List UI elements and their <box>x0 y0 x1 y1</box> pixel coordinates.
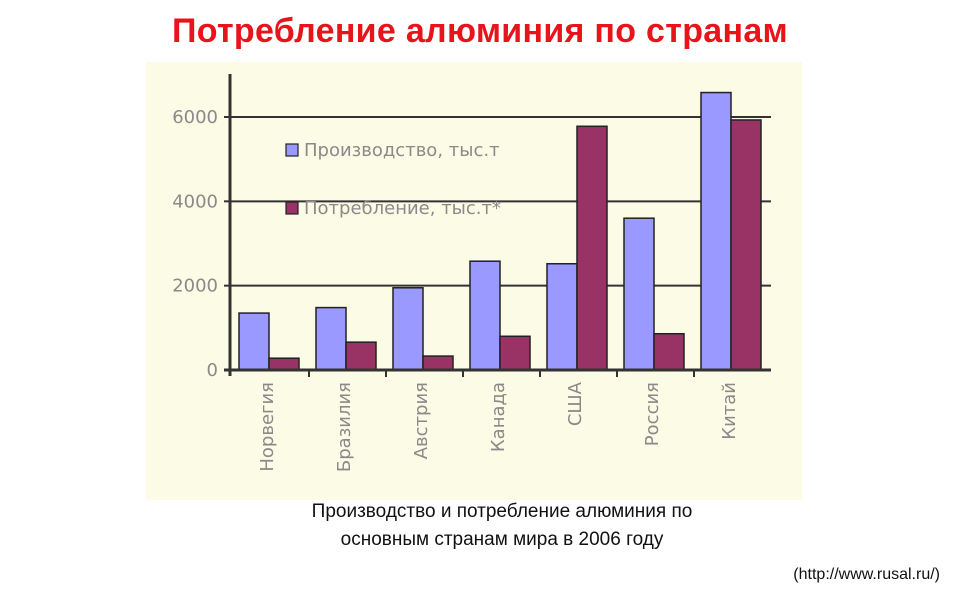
caption-line-1: Производство и потребление алюминия по <box>311 501 693 522</box>
legend-swatch-consumption <box>285 201 299 215</box>
legend: Производство, тыс.т Потребление, тыс.т* <box>285 140 501 219</box>
bar-production-1 <box>315 306 347 371</box>
category-label-4: США <box>565 381 586 426</box>
bar-consumption-1 <box>345 341 377 371</box>
bar-production-5 <box>623 217 655 371</box>
bars <box>238 91 762 371</box>
bar-consumption-6 <box>730 119 762 371</box>
category-label-2: Австрия <box>411 382 432 459</box>
y-tick-label-4000: 4000 <box>172 191 218 212</box>
category-label-0: Норвегия <box>257 382 278 472</box>
bar-consumption-2 <box>422 355 454 371</box>
bar-production-6 <box>700 91 732 371</box>
chart-caption: Производство и потребление алюминия по о… <box>200 498 804 554</box>
bar-production-3 <box>469 260 501 371</box>
legend-label-consumption: Потребление, тыс.т* <box>304 198 501 219</box>
category-label-3: Канада <box>488 382 509 452</box>
category-label-6: Китай <box>719 382 740 440</box>
y-tick-label-6000: 6000 <box>172 107 218 128</box>
y-tick-label-2000: 2000 <box>172 276 218 297</box>
bar-consumption-3 <box>499 335 531 371</box>
legend-swatch-production <box>285 143 299 157</box>
bar-consumption-5 <box>653 332 685 371</box>
legend-label-production: Производство, тыс.т <box>304 140 500 161</box>
bar-chart: 0 2000 4000 6000 Норвегия Бразилия Австрия Кан… <box>172 74 771 472</box>
slide-title: Потребление алюминия по странам <box>171 12 788 50</box>
bar-consumption-0 <box>268 357 300 371</box>
y-tick-label-0: 0 <box>207 360 218 381</box>
bar-production-4 <box>546 262 578 371</box>
bar-consumption-4 <box>576 125 608 371</box>
axes <box>224 74 771 377</box>
source-link[interactable]: (http://www.rusal.ru/) <box>793 566 940 583</box>
category-label-5: Россия <box>642 382 663 446</box>
bar-production-0 <box>238 312 270 371</box>
category-label-1: Бразилия <box>334 382 355 472</box>
bar-production-2 <box>392 287 424 371</box>
y-tick-labels: 0 2000 4000 6000 <box>172 107 218 381</box>
category-labels: Норвегия Бразилия Австрия Канада США Россия Ки… <box>257 381 740 472</box>
chart-panel: 0 2000 4000 6000 Норвегия Бразилия Австрия Кан… <box>146 62 802 500</box>
caption-line-2: основным странам мира в 2006 году <box>340 529 664 550</box>
